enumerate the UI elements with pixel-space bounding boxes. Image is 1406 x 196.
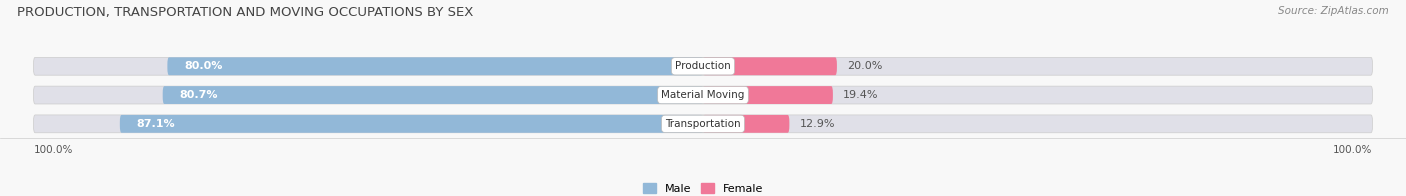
Text: Transportation: Transportation [665, 119, 741, 129]
Text: 20.0%: 20.0% [846, 61, 883, 71]
Text: 19.4%: 19.4% [844, 90, 879, 100]
FancyBboxPatch shape [703, 115, 789, 133]
Text: Material Moving: Material Moving [661, 90, 745, 100]
FancyBboxPatch shape [703, 57, 837, 75]
FancyBboxPatch shape [34, 115, 1372, 133]
Text: Production: Production [675, 61, 731, 71]
FancyBboxPatch shape [163, 86, 703, 104]
Text: 12.9%: 12.9% [800, 119, 835, 129]
Text: 87.1%: 87.1% [136, 119, 176, 129]
Text: 80.0%: 80.0% [184, 61, 222, 71]
Text: 80.7%: 80.7% [180, 90, 218, 100]
Text: Source: ZipAtlas.com: Source: ZipAtlas.com [1278, 6, 1389, 16]
FancyBboxPatch shape [120, 115, 703, 133]
Legend: Male, Female: Male, Female [638, 179, 768, 196]
Text: 100.0%: 100.0% [1333, 145, 1372, 155]
FancyBboxPatch shape [34, 86, 1372, 104]
Text: 100.0%: 100.0% [34, 145, 73, 155]
Text: PRODUCTION, TRANSPORTATION AND MOVING OCCUPATIONS BY SEX: PRODUCTION, TRANSPORTATION AND MOVING OC… [17, 6, 474, 19]
FancyBboxPatch shape [703, 86, 832, 104]
FancyBboxPatch shape [34, 57, 1372, 75]
FancyBboxPatch shape [167, 57, 703, 75]
